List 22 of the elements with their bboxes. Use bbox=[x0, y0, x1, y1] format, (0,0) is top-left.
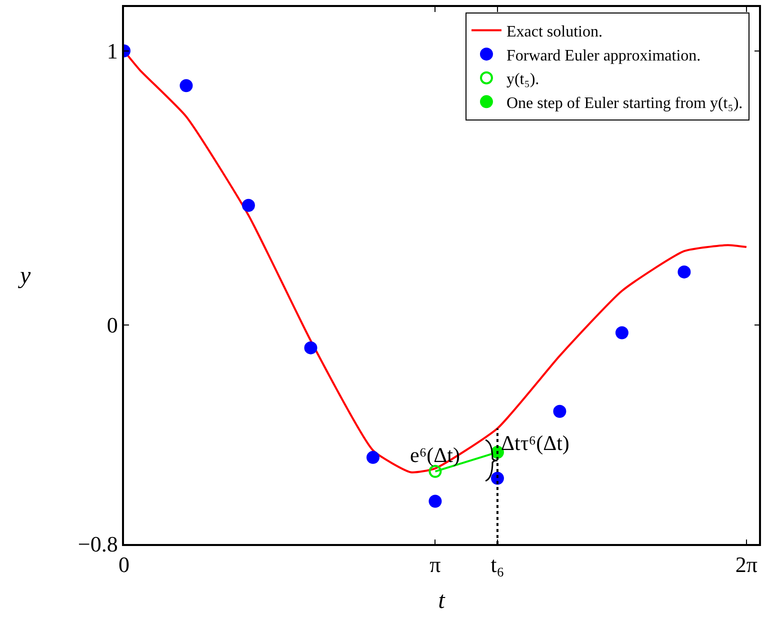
annotation: Δtτ⁶(Δt) bbox=[501, 431, 570, 455]
x-tick-label: t₆ bbox=[490, 552, 504, 578]
legend-label: y(t₅). bbox=[506, 71, 540, 88]
point bbox=[242, 198, 255, 212]
point bbox=[678, 265, 691, 278]
y-tick-label: −0.8 bbox=[78, 532, 118, 557]
x-tick-label: π bbox=[430, 552, 441, 578]
point bbox=[180, 79, 193, 92]
point bbox=[366, 450, 380, 464]
y-tick-label: 0 bbox=[106, 312, 118, 338]
point bbox=[428, 494, 442, 508]
x-axis-title: t bbox=[438, 588, 446, 614]
legend-label: Forward Euler approximation. bbox=[506, 47, 701, 64]
annotation: e⁶(Δt) bbox=[410, 443, 460, 467]
legend-label: One step of Euler starting from y(t₅). bbox=[506, 94, 743, 112]
y-tick-label: 1 bbox=[106, 38, 118, 64]
x-tick-label: 2π bbox=[735, 552, 758, 578]
point bbox=[553, 404, 566, 418]
point bbox=[615, 326, 628, 340]
legend-label: Exact solution. bbox=[506, 24, 602, 41]
point bbox=[304, 341, 318, 354]
y-axis-title: y bbox=[18, 263, 31, 289]
